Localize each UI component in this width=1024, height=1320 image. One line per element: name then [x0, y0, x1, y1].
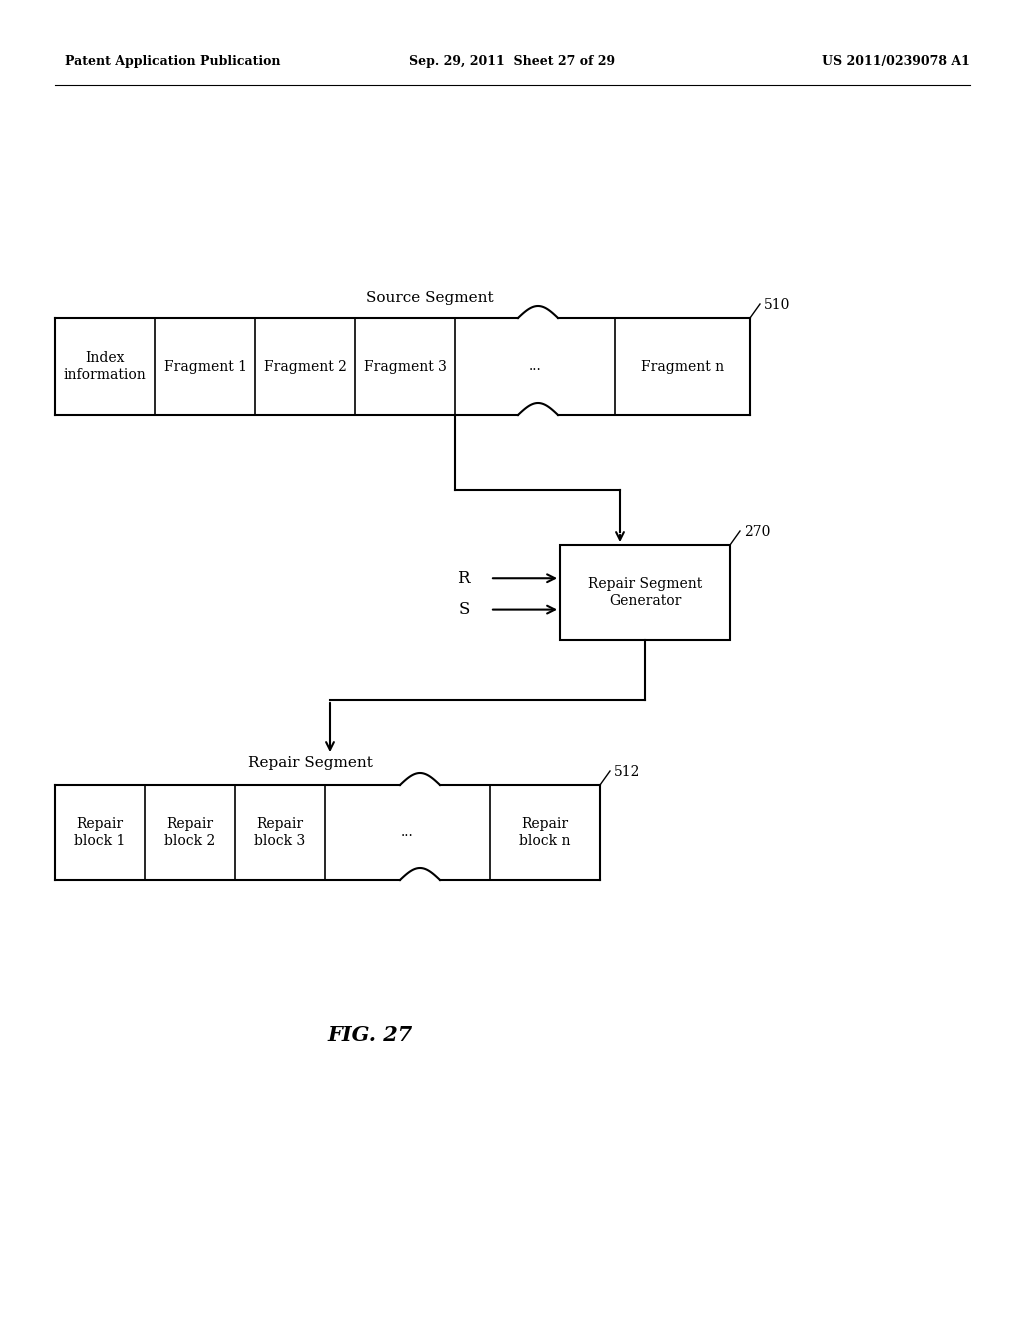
Text: S: S [459, 601, 470, 618]
Text: Repair
block 2: Repair block 2 [165, 817, 216, 847]
Text: Source Segment: Source Segment [367, 290, 494, 305]
Text: R: R [458, 570, 470, 587]
Text: ...: ... [528, 359, 542, 374]
Text: 512: 512 [614, 766, 640, 779]
Text: Fragment 3: Fragment 3 [364, 359, 446, 374]
Text: Fragment n: Fragment n [641, 359, 724, 374]
Text: 270: 270 [744, 525, 770, 539]
Text: 510: 510 [764, 298, 791, 312]
Bar [560, 545, 730, 640]
Text: Repair Segment: Repair Segment [248, 756, 373, 770]
Text: Repair
block 1: Repair block 1 [75, 817, 126, 847]
Text: ...: ... [401, 825, 414, 840]
Text: Patent Application Publication: Patent Application Publication [65, 55, 281, 69]
Text: Repair
block 3: Repair block 3 [254, 817, 305, 847]
Text: Fragment 1: Fragment 1 [164, 359, 247, 374]
Text: Repair
block n: Repair block n [519, 817, 570, 847]
Text: US 2011/0239078 A1: US 2011/0239078 A1 [822, 55, 970, 69]
Text: Index
information: Index information [63, 351, 146, 381]
Text: Sep. 29, 2011  Sheet 27 of 29: Sep. 29, 2011 Sheet 27 of 29 [409, 55, 615, 69]
Text: Repair Segment
Generator: Repair Segment Generator [588, 577, 702, 607]
Text: FIG. 27: FIG. 27 [328, 1026, 413, 1045]
Text: Fragment 2: Fragment 2 [263, 359, 346, 374]
